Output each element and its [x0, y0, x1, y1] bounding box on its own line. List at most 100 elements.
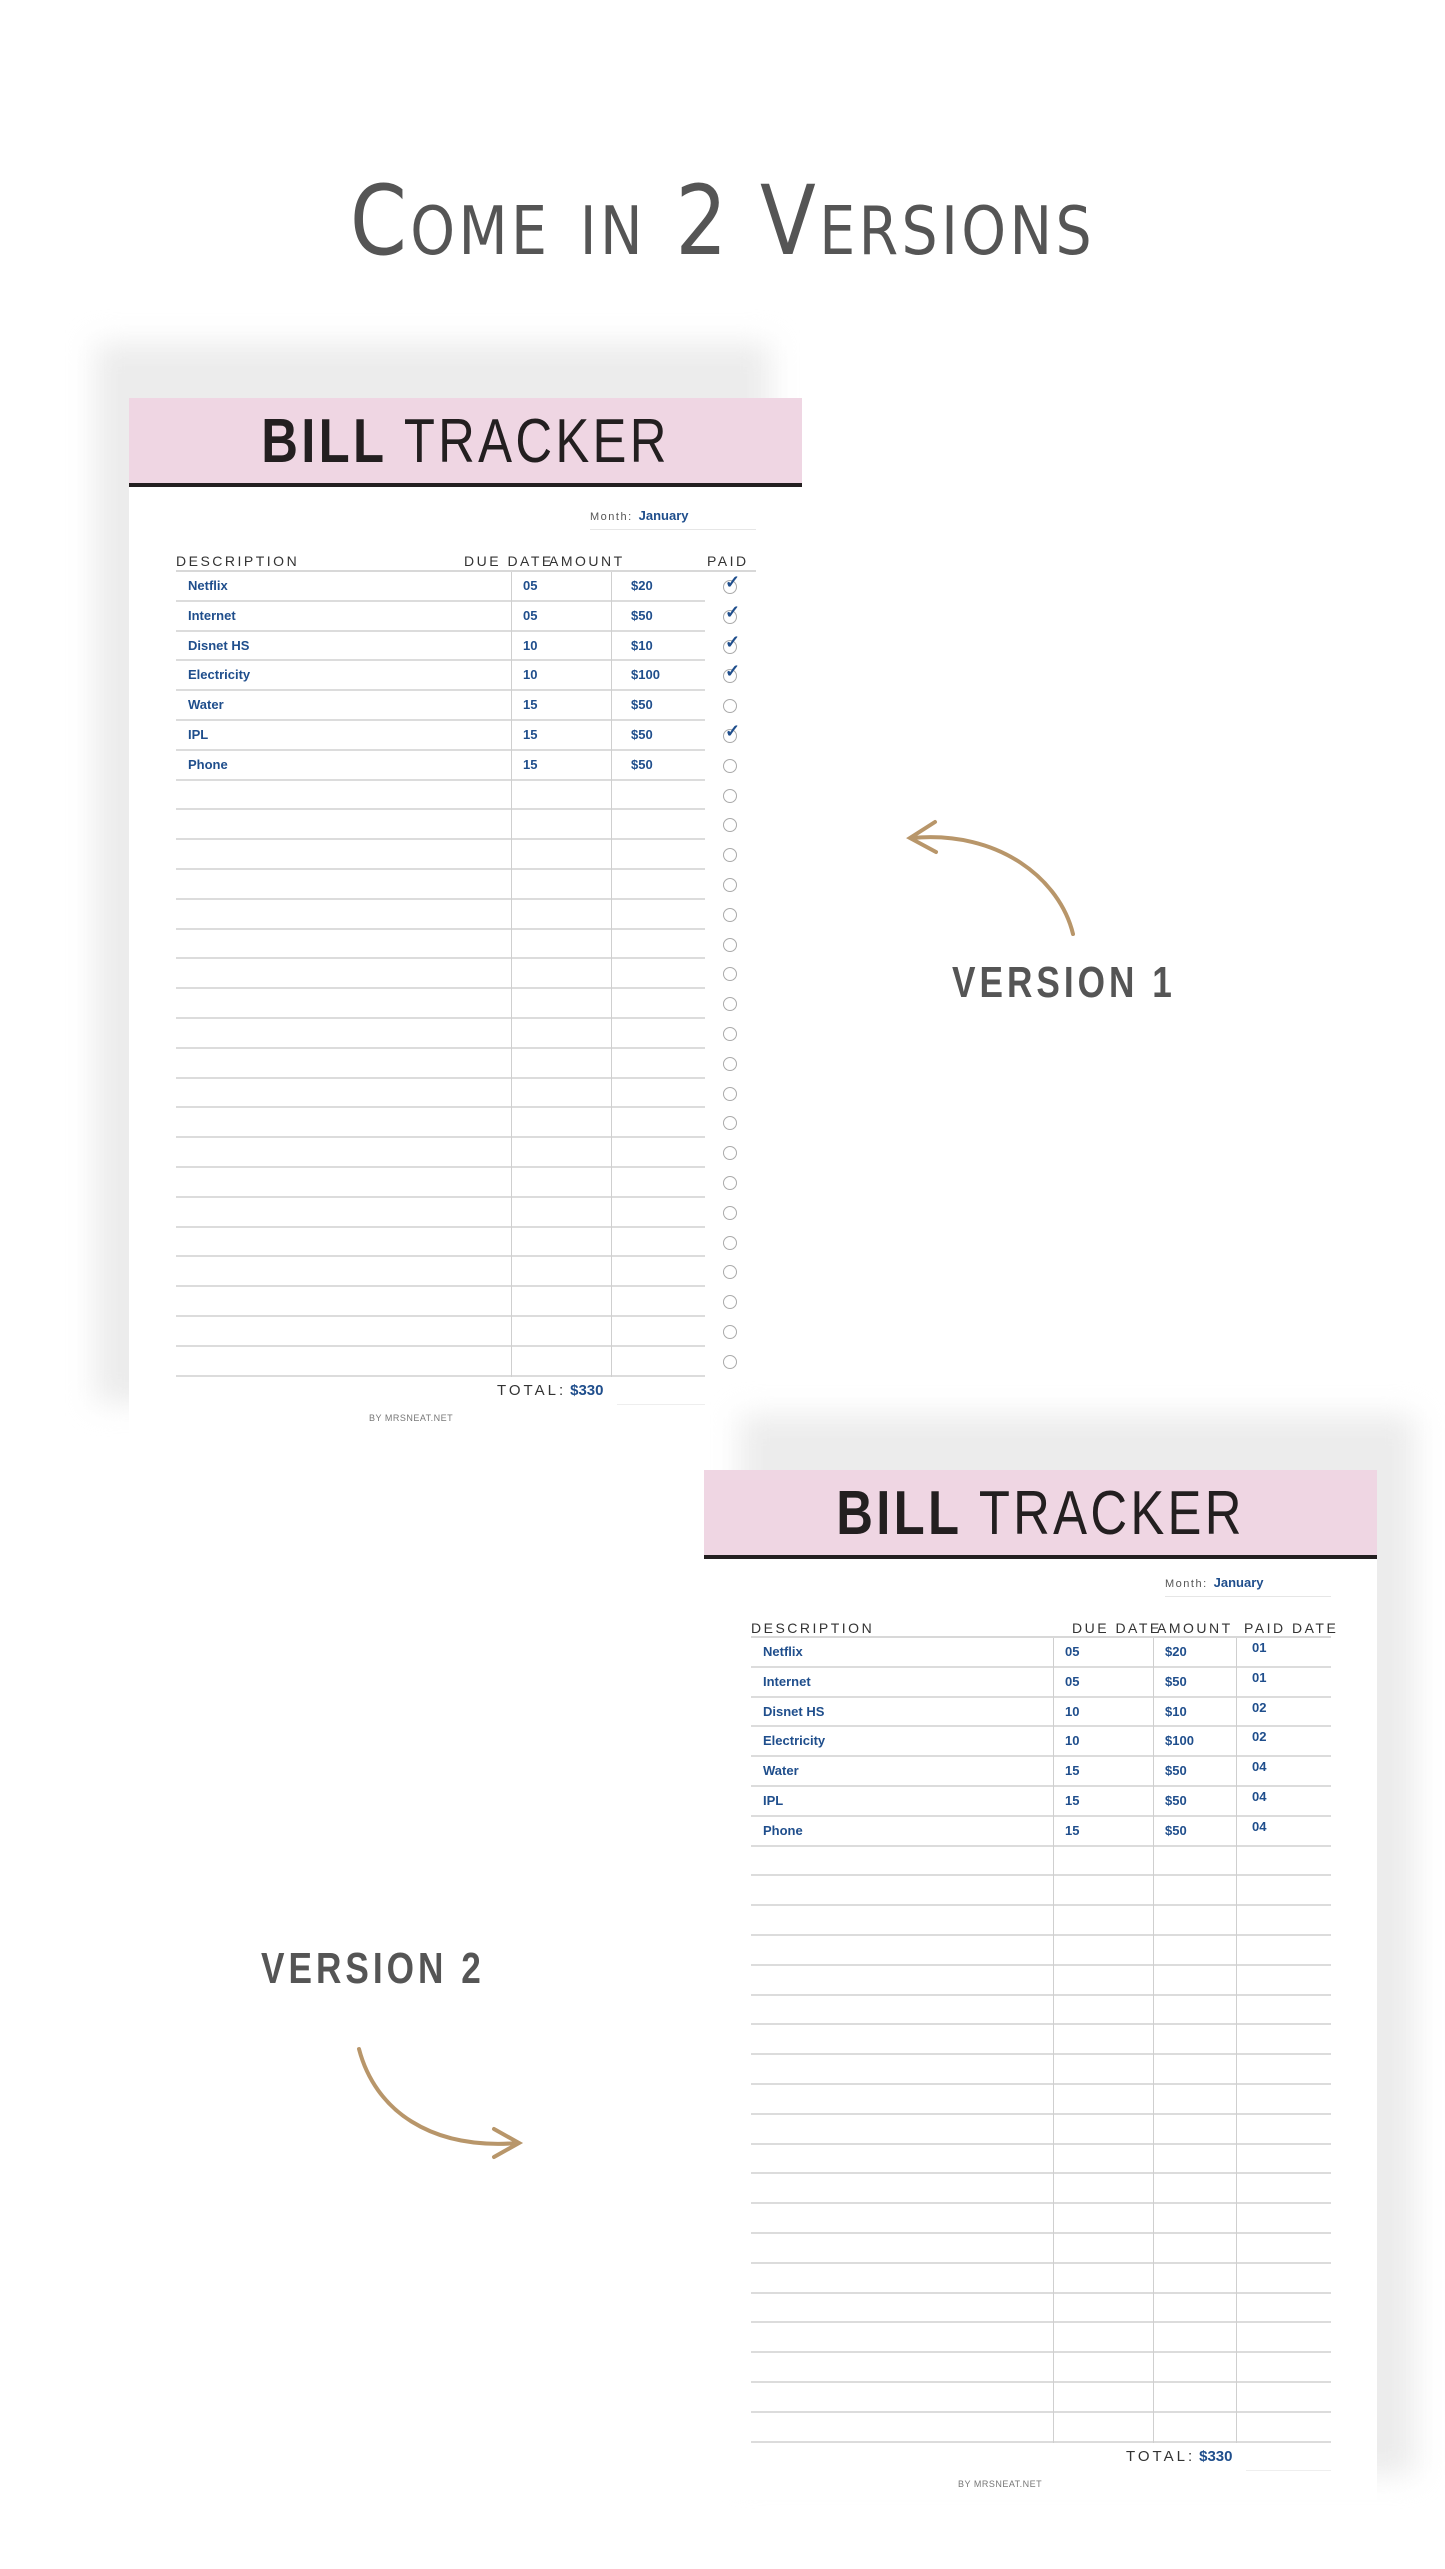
column-header: DUE DATE — [464, 553, 554, 569]
column-divider — [1236, 1638, 1237, 2443]
table-row — [176, 989, 705, 1019]
amount-cell: $100 — [631, 667, 660, 683]
description-cell: Disnet HS — [188, 637, 250, 653]
paid-checkbox[interactable] — [723, 1205, 737, 1220]
table-row — [176, 1079, 705, 1109]
paid-checkbox[interactable]: ✓ — [723, 721, 740, 743]
column-header: DESCRIPTION — [751, 1620, 875, 1636]
description-cell: IPL — [188, 727, 209, 742]
total-value: $330 — [570, 1381, 604, 1399]
paid-date-cell: 04 — [1252, 1759, 1267, 1775]
table-row — [751, 1876, 1331, 1907]
paid-checkbox[interactable] — [723, 878, 737, 892]
paid-checkbox[interactable] — [723, 1176, 737, 1190]
due-date-cell: 15 — [1065, 1822, 1080, 1838]
table-row — [751, 2025, 1331, 2056]
description-cell: Water — [763, 1763, 799, 1779]
table-row: Internet 05 $50 01 — [751, 1668, 1331, 1698]
paid-checkbox[interactable]: ✓ — [723, 632, 740, 654]
column-divider — [1053, 1638, 1054, 2443]
paid-date-cell: 02 — [1252, 1699, 1267, 1715]
version2-label: VERSION 2 — [261, 1944, 485, 1993]
due-date-cell: 05 — [1065, 1673, 1080, 1689]
table-row — [176, 1019, 705, 1049]
due-date-cell: 10 — [523, 637, 538, 653]
table-row — [751, 1847, 1331, 1877]
table-row — [176, 810, 705, 841]
paid-checkbox[interactable] — [723, 1086, 737, 1101]
amount-cell: $50 — [631, 756, 653, 772]
table-row — [176, 1138, 705, 1168]
column-header: AMOUNT — [549, 553, 625, 569]
column-divider — [1153, 1638, 1154, 2443]
checkmark-icon: ✓ — [725, 572, 741, 592]
paid-checkbox[interactable] — [723, 1295, 737, 1310]
paid-checkbox[interactable] — [723, 1354, 737, 1369]
due-date-cell: 15 — [523, 756, 538, 772]
paid-checkbox[interactable] — [723, 1027, 737, 1041]
description-cell: Electricity — [188, 667, 251, 683]
header-band — [129, 398, 802, 487]
paid-checkbox[interactable] — [723, 818, 737, 833]
paid-checkbox[interactable] — [723, 1265, 737, 1280]
amount-cell: $50 — [1165, 1822, 1187, 1838]
table-row — [751, 2294, 1331, 2324]
due-date-cell: 05 — [1065, 1644, 1080, 1659]
table-row — [751, 2115, 1331, 2145]
sheet-title: BILL TRACKER — [261, 407, 670, 476]
table-row — [176, 1198, 705, 1228]
table-row — [751, 1936, 1331, 1966]
version2-sheet: BILL TRACKER Month: January DESCRIPTION DU… — [704, 1470, 1377, 2500]
table-row — [751, 2413, 1331, 2443]
table-row — [751, 2055, 1331, 2085]
paid-checkbox[interactable] — [723, 699, 737, 714]
description-cell: Disnet HS — [763, 1703, 825, 1719]
description-cell: Phone — [188, 756, 228, 772]
paid-checkbox[interactable]: ✓ — [723, 572, 740, 594]
table-row — [751, 2085, 1331, 2115]
amount-cell: $50 — [631, 727, 653, 742]
paid-checkbox[interactable] — [723, 997, 737, 1012]
paid-checkbox[interactable] — [723, 1116, 737, 1131]
amount-cell: $10 — [1165, 1703, 1187, 1719]
table-row — [176, 930, 705, 960]
footer-credit: BY MRSNEAT.NET — [958, 2478, 1043, 2489]
table-row — [176, 900, 705, 930]
month-field: Month: January — [1165, 1575, 1331, 1597]
month-field: Month: January — [590, 508, 756, 530]
header-divider — [751, 1636, 1331, 1638]
paid-checkbox[interactable] — [723, 1056, 737, 1071]
column-divider — [511, 572, 512, 1377]
table-row — [751, 2323, 1331, 2354]
paid-checkbox[interactable] — [723, 788, 737, 803]
table-row — [176, 959, 705, 990]
due-date-cell: 15 — [1065, 1763, 1080, 1779]
footer-credit: BY MRSNEAT.NET — [369, 1412, 454, 1423]
table-row — [751, 2174, 1331, 2205]
paid-checkbox[interactable] — [723, 1235, 737, 1250]
header-band — [704, 1470, 1377, 1559]
total-label: TOTAL: — [497, 1381, 567, 1399]
amount-cell: $50 — [1165, 1673, 1187, 1689]
table-row: Water 15 $50 04 — [751, 1757, 1331, 1787]
description-cell: Netflix — [763, 1644, 803, 1659]
paid-checkbox[interactable] — [723, 848, 737, 863]
column-header: DUE DATE — [1072, 1620, 1162, 1636]
paid-checkbox[interactable]: ✓ — [723, 602, 740, 624]
table-row: Disnet HS 10 $10 02 — [751, 1698, 1331, 1728]
paid-checkbox[interactable] — [723, 1146, 737, 1161]
table-row — [176, 1317, 705, 1347]
paid-checkbox[interactable] — [723, 967, 737, 982]
paid-checkbox[interactable] — [723, 937, 737, 952]
sheet-title: BILL TRACKER — [836, 1479, 1245, 1548]
column-divider — [611, 572, 612, 1377]
column-header: PAID — [707, 553, 749, 569]
paid-checkbox[interactable] — [723, 758, 737, 773]
paid-checkbox[interactable] — [723, 1325, 737, 1339]
amount-cell: $100 — [1165, 1733, 1194, 1749]
table-row — [751, 1996, 1331, 2026]
paid-checkbox[interactable] — [723, 907, 737, 922]
table-row: IPL 15 $50 — [176, 721, 705, 751]
paid-checkbox[interactable]: ✓ — [723, 661, 740, 684]
